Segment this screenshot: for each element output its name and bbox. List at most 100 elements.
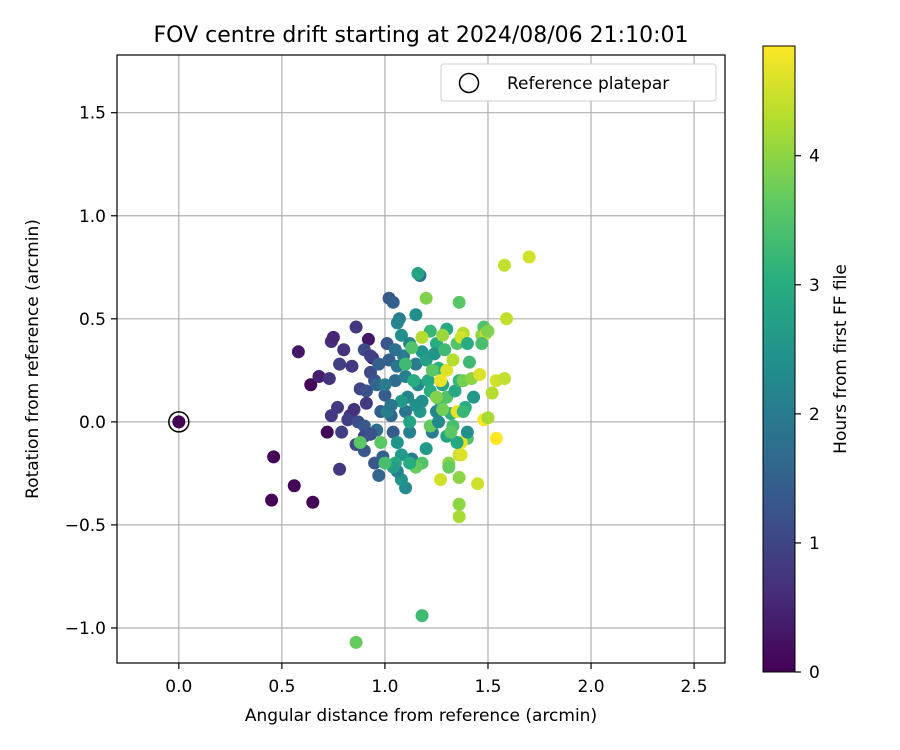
data-point (337, 343, 351, 357)
data-point (500, 312, 514, 326)
colorbar-gradient (762, 45, 796, 673)
data-point (462, 355, 476, 369)
y-tick-label: −1.0 (65, 619, 106, 639)
data-point (446, 353, 460, 367)
data-point (378, 456, 392, 470)
data-point (436, 328, 450, 342)
data-point (425, 363, 439, 377)
data-point (333, 357, 347, 371)
x-axis-label: Angular distance from reference (arcmin) (245, 706, 597, 726)
data-point (287, 479, 301, 493)
data-point (388, 343, 402, 357)
colorbar-tick-label: 2 (809, 405, 820, 425)
y-tick-label: 1.0 (79, 207, 106, 227)
legend: Reference platepar (440, 63, 717, 102)
x-tick-label: 2.0 (578, 677, 605, 697)
data-point (333, 462, 347, 476)
data-point (444, 425, 458, 439)
data-point (378, 378, 392, 392)
data-point (415, 609, 429, 623)
data-point (372, 468, 386, 482)
data-point (265, 493, 279, 507)
y-axis-label: Rotation from reference (arcmin) (23, 219, 43, 499)
grid (117, 55, 725, 663)
data-point (364, 427, 378, 441)
data-point (448, 384, 462, 398)
legend-box (440, 63, 717, 102)
data-point (454, 448, 468, 462)
data-point (399, 405, 413, 419)
data-point (361, 332, 375, 346)
data-point (306, 495, 320, 509)
data-point (403, 425, 417, 439)
data-point (452, 471, 466, 485)
data-point (374, 435, 388, 449)
y-tick-label: −0.5 (65, 516, 106, 536)
data-point (386, 295, 400, 309)
x-tick-label: 1.5 (474, 677, 501, 697)
x-tick-label: 0.5 (268, 677, 295, 697)
data-point (442, 460, 456, 474)
data-point (394, 394, 408, 408)
data-point (345, 359, 359, 373)
data-point (378, 388, 392, 402)
data-point (440, 363, 454, 377)
data-point (419, 442, 433, 456)
data-point (522, 250, 536, 264)
y-axis: −1.0 −0.5 0.0 0.5 1.0 1.5 (65, 104, 117, 639)
data-point (320, 425, 334, 439)
legend-entry-reference: Reference platepar (507, 74, 669, 94)
reference-point (172, 415, 186, 429)
colorbar-tick-label: 3 (809, 276, 820, 296)
data-point (405, 341, 419, 355)
x-tick-label: 1.0 (371, 677, 398, 697)
data-point (407, 374, 421, 388)
data-point (452, 295, 466, 309)
data-point (359, 396, 373, 410)
data-point (394, 328, 408, 342)
data-point (497, 258, 511, 272)
data-point (312, 370, 326, 384)
data-point (434, 374, 448, 388)
colorbar-label: Hours from first FF file (831, 264, 851, 454)
data-point (415, 330, 429, 344)
colorbar: 0 1 2 3 4 Hours from first FF file (762, 45, 851, 683)
data-point (481, 411, 495, 425)
data-point (432, 415, 446, 429)
data-point (409, 398, 423, 412)
data-point (460, 337, 474, 351)
data-point (291, 345, 305, 359)
data-point (497, 372, 511, 386)
data-point (450, 435, 464, 449)
data-point (421, 374, 435, 388)
data-point (452, 497, 466, 511)
data-point (409, 308, 423, 322)
data-point (349, 320, 363, 334)
data-point (353, 435, 367, 449)
data-points (168, 250, 536, 649)
data-point (411, 266, 425, 280)
legend-marker-icon (458, 72, 480, 94)
x-axis: 0.0 0.5 1.0 1.5 2.0 2.5 (165, 663, 708, 697)
data-point (429, 390, 443, 404)
data-point (475, 337, 489, 351)
data-point (341, 413, 355, 427)
data-point (386, 425, 400, 439)
data-point (390, 435, 404, 449)
colorbar-ticks: 0 1 2 3 4 (795, 147, 820, 683)
reference-marker-ring (168, 411, 190, 433)
data-point (481, 324, 495, 338)
colorbar-tick-label: 0 (809, 663, 820, 683)
data-point (434, 473, 448, 487)
data-point (390, 316, 404, 330)
plot-frame (116, 54, 726, 664)
data-point (359, 384, 373, 398)
x-tick-label: 0.0 (165, 677, 192, 697)
data-point (388, 374, 402, 388)
data-point (473, 367, 487, 381)
data-point (456, 405, 470, 419)
data-point (452, 510, 466, 524)
chart-title: FOV centre drift starting at 2024/08/06 … (154, 23, 689, 48)
data-point (267, 450, 281, 464)
